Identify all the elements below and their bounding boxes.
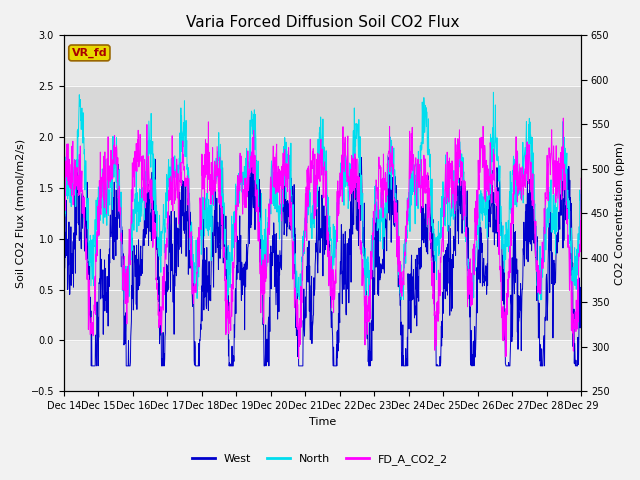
- Title: Varia Forced Diffusion Soil CO2 Flux: Varia Forced Diffusion Soil CO2 Flux: [186, 15, 459, 30]
- Y-axis label: CO2 Concentration (ppm): CO2 Concentration (ppm): [615, 142, 625, 285]
- Text: VR_fd: VR_fd: [72, 48, 107, 58]
- Legend: West, North, FD_A_CO2_2: West, North, FD_A_CO2_2: [188, 450, 452, 469]
- Y-axis label: Soil CO2 Flux (mmol/m2/s): Soil CO2 Flux (mmol/m2/s): [15, 139, 25, 288]
- X-axis label: Time: Time: [309, 417, 336, 427]
- Bar: [64, 86, 581, 340]
